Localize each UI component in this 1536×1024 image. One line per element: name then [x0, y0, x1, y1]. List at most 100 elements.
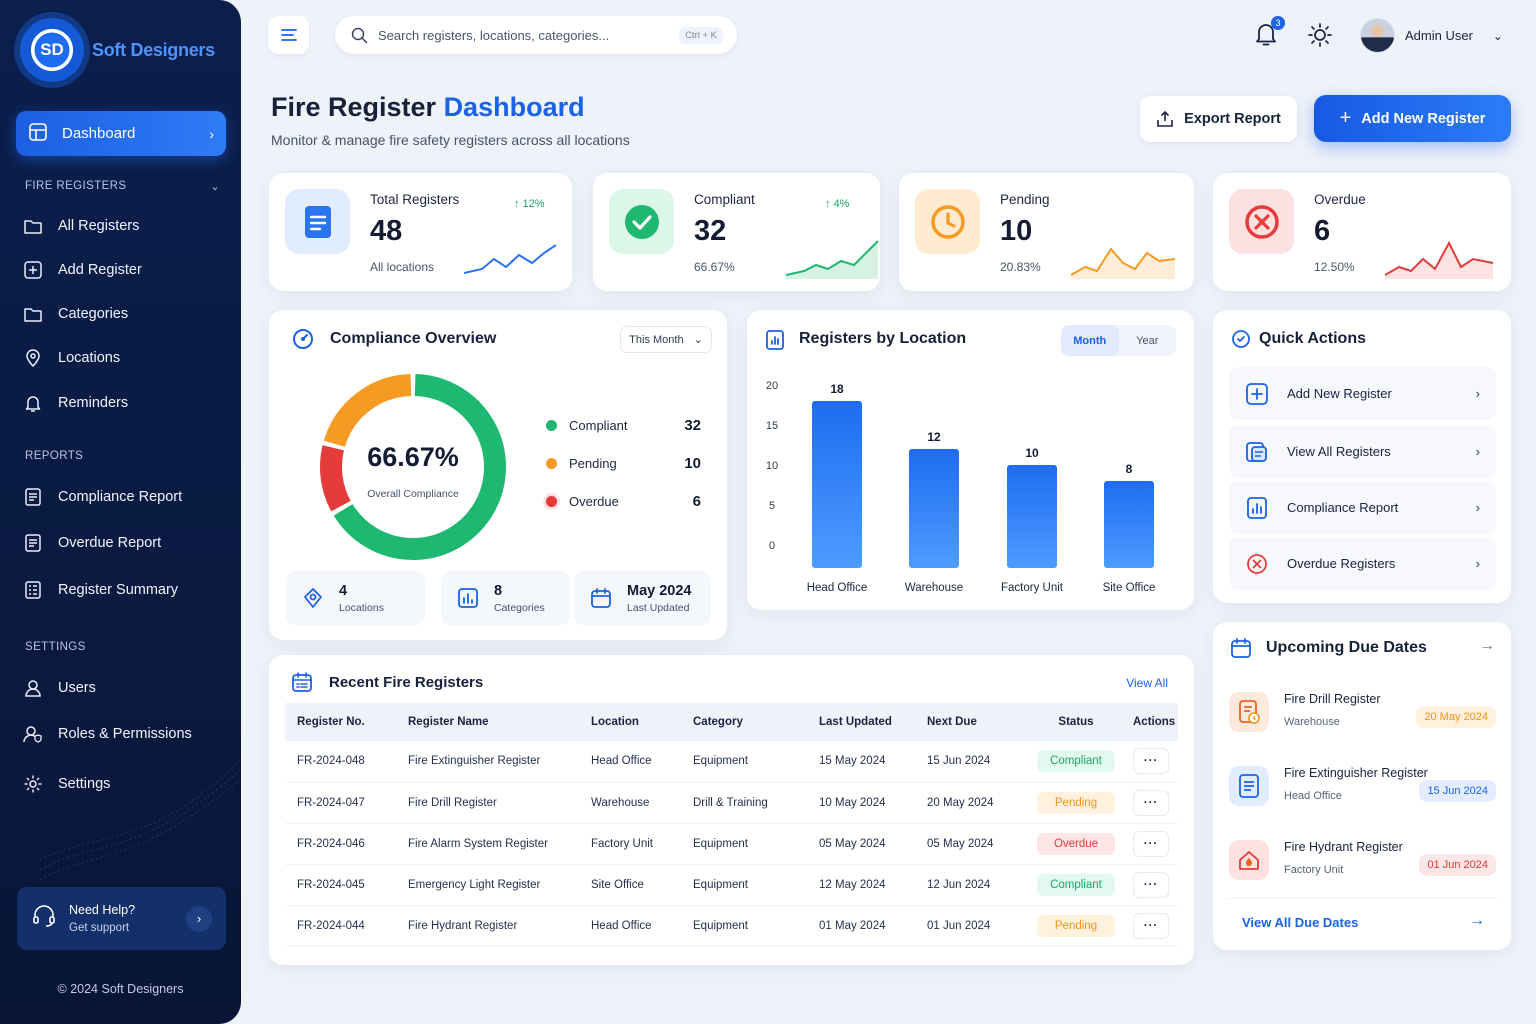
stat-card-pending[interactable]: Pending 10 20.83% [899, 173, 1194, 291]
search-input[interactable] [378, 27, 670, 43]
add-new-register-button[interactable]: + Add New Register [1314, 95, 1511, 142]
register-name-cell: Emergency Light Register [396, 864, 579, 906]
sidebar-item-dashboard[interactable]: Dashboard › [16, 111, 226, 156]
brand[interactable]: SD Soft Designers [20, 18, 215, 82]
y-tick-label: 10 [766, 460, 778, 472]
column-header[interactable]: Register No. [297, 716, 365, 728]
bar-factory-unit[interactable] [1007, 465, 1057, 568]
bar-warehouse[interactable] [909, 449, 959, 568]
bar-head-office[interactable] [812, 401, 862, 568]
category-cell: Equipment [681, 823, 807, 865]
quick-action-label: Overdue Registers [1287, 556, 1396, 571]
period-toggle[interactable]: Month Year [1061, 325, 1176, 356]
chevron-right-icon: › [209, 125, 214, 142]
locations-summary[interactable]: 4 Locations [286, 571, 425, 625]
page-title: Fire Register Dashboard [271, 92, 585, 123]
bar-value-label: 18 [830, 382, 844, 396]
sidebar-item-users[interactable]: Users [22, 675, 96, 701]
more-actions-button[interactable]: ··· [1133, 789, 1169, 816]
title-accent: Dashboard [443, 92, 585, 122]
help-subtitle: Get support [69, 922, 130, 934]
registers-by-location-card: Registers by Location Month Year 0 5 10 15 2… [747, 310, 1194, 610]
sidebar-item-settings[interactable]: Settings [22, 771, 110, 797]
sidebar-item-compliance-report[interactable]: Compliance Report [22, 484, 182, 510]
folder-icon [22, 303, 44, 325]
column-header[interactable]: Register Name [408, 716, 489, 728]
category-cell: Equipment [681, 864, 807, 906]
chevron-right-icon[interactable]: › [186, 905, 212, 932]
sidebar-item-label: Settings [58, 776, 111, 792]
more-actions-button[interactable]: ··· [1133, 748, 1169, 775]
column-header[interactable]: Last Updated [819, 716, 892, 728]
period-select[interactable]: This Month ⌄ [620, 326, 712, 353]
table-row[interactable]: FR-2024-046 Fire Alarm System Register Fac… [285, 823, 1178, 865]
arrow-right-icon[interactable]: → [1479, 637, 1495, 654]
due-item[interactable]: Fire Extinguisher Register Head Office 1… [1229, 758, 1496, 818]
column-header[interactable]: Next Due [927, 716, 977, 728]
location-cell: Head Office [579, 741, 681, 783]
quick-action-compliance-report[interactable]: Compliance Report › [1229, 481, 1496, 534]
view-all-link[interactable]: View All [1126, 676, 1168, 690]
theme-toggle-sun-icon[interactable] [1307, 22, 1333, 48]
plus-square-icon [1246, 382, 1268, 405]
registers-icon [1246, 441, 1267, 462]
arrow-right-icon[interactable]: → [1469, 912, 1485, 929]
table-row[interactable]: FR-2024-048 Fire Extinguisher Register Hea… [285, 741, 1178, 783]
bar-site-office[interactable] [1104, 481, 1154, 568]
table-row[interactable]: FR-2024-044 Fire Hydrant Register Head Off… [285, 905, 1178, 947]
more-actions-button[interactable]: ··· [1133, 871, 1169, 898]
map-pin-icon [22, 347, 44, 369]
quick-action-view-all-registers[interactable]: View All Registers › [1229, 425, 1496, 478]
toggle-month[interactable]: Month [1061, 325, 1119, 356]
sidebar-item-register-summary[interactable]: Register Summary [22, 577, 178, 603]
menu-toggle-button[interactable] [268, 16, 309, 54]
column-header[interactable]: Location [591, 716, 639, 728]
quick-action-overdue-registers[interactable]: Overdue Registers › [1229, 537, 1496, 590]
search-bar[interactable]: Ctrl + K [335, 16, 737, 54]
sidebar-item-locations[interactable]: Locations [22, 345, 120, 371]
sidebar-item-add-register[interactable]: Add Register [22, 257, 142, 283]
sidebar-item-roles-permissions[interactable]: Roles & Permissions [22, 721, 192, 747]
status-badge: Pending [1037, 791, 1115, 814]
table-row[interactable]: FR-2024-047 Fire Drill Register Warehouse D… [285, 782, 1178, 824]
section-fire-registers[interactable]: FIRE REGISTERS ⌄ [25, 180, 220, 193]
legend-value: 6 [692, 493, 701, 510]
sidebar-item-overdue-report[interactable]: Overdue Report [22, 530, 161, 556]
stat-sub: 12.50% [1314, 260, 1355, 274]
document-icon [22, 486, 44, 508]
more-actions-button[interactable]: ··· [1133, 912, 1169, 939]
last-updated-summary[interactable]: May 2024 Last Updated [574, 571, 711, 625]
actions-cell: ··· [1121, 864, 1178, 906]
user-shield-icon [22, 723, 44, 745]
category-cell: Equipment [681, 741, 807, 783]
table-row[interactable]: FR-2024-045 Emergency Light Register Site … [285, 864, 1178, 906]
due-item[interactable]: Fire Drill Register Warehouse 20 May 202… [1229, 684, 1496, 744]
due-item[interactable]: Fire Hydrant Register Factory Unit 01 Ju… [1229, 832, 1496, 892]
user-menu[interactable]: Admin User ⌄ [1360, 18, 1503, 53]
column-header[interactable]: Category [693, 716, 743, 728]
register-no-cell: FR-2024-046 [285, 823, 396, 865]
categories-summary[interactable]: 8 Categories [441, 571, 570, 625]
sidebar-item-reminders[interactable]: Reminders [22, 390, 128, 416]
stat-card-total[interactable]: Total Registers 48 All locations ↑ 12% [269, 173, 572, 291]
document-icon [22, 532, 44, 554]
toggle-year[interactable]: Year [1136, 334, 1159, 347]
section-title: REPORTS [25, 450, 84, 462]
sidebar-item-categories[interactable]: Categories [22, 301, 128, 327]
upcoming-due-dates-card: Upcoming Due Dates → Fire Drill Register… [1213, 622, 1511, 950]
status-badge: Compliant [1037, 873, 1115, 896]
bar-value-label: 8 [1126, 462, 1133, 476]
column-header[interactable]: Status [1058, 716, 1094, 728]
export-report-button[interactable]: Export Report [1140, 96, 1297, 142]
stat-card-compliant[interactable]: Compliant 32 66.67% ↑ 4% [593, 173, 880, 291]
help-box[interactable]: Need Help? Get support › [17, 887, 226, 950]
search-shortcut: Ctrl + K [679, 26, 723, 44]
notification-bell-icon[interactable] [1252, 20, 1280, 48]
location-icon [304, 588, 322, 608]
sidebar-item-label: All Registers [58, 218, 140, 234]
more-actions-button[interactable]: ··· [1133, 830, 1169, 857]
quick-action-add-new-register[interactable]: Add New Register › [1229, 367, 1496, 420]
sidebar-item-all-registers[interactable]: All Registers [22, 213, 139, 239]
stat-card-overdue[interactable]: Overdue 6 12.50% [1213, 173, 1511, 291]
view-all-due-dates-link[interactable]: View All Due Dates [1242, 915, 1359, 930]
